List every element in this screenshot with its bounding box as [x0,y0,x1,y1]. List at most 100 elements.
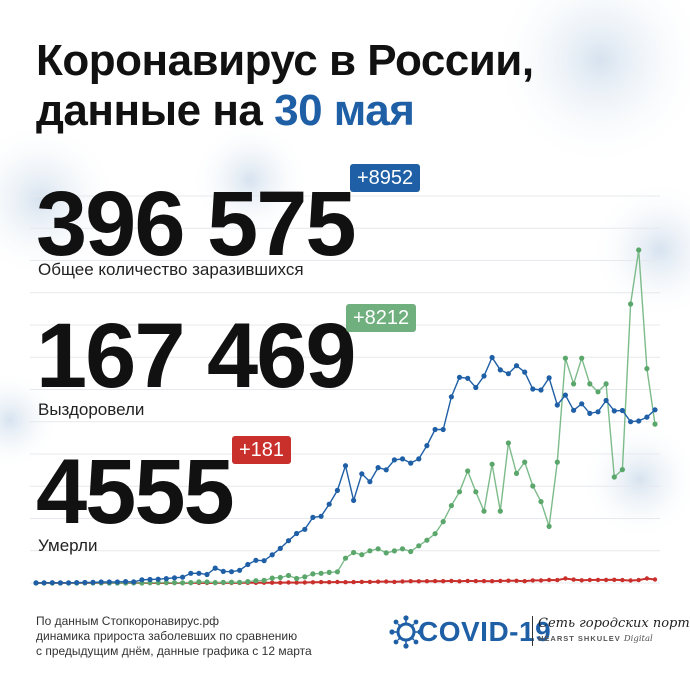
data-point-new_recovered [245,579,251,585]
data-point-new_cases [261,558,267,564]
data-point-new_deaths [465,578,470,584]
data-point-new_recovered [294,575,300,582]
data-point-new_recovered [212,580,218,586]
data-point-new_recovered [562,355,569,361]
data-point-new_deaths [327,580,332,585]
data-point-new_deaths [571,577,576,582]
data-point-new_recovered [188,580,194,586]
data-point-new_recovered [228,579,235,585]
data-point-new_deaths [489,579,495,584]
data-point-new_recovered [391,548,397,554]
data-point-new_cases [383,467,389,473]
data-point-new_recovered [513,470,520,476]
data-point-new_deaths [400,579,405,584]
data-point-new_cases [74,580,80,586]
data-point-new_cases [82,579,88,586]
data-point-new_cases [456,374,463,380]
data-point-new_deaths [644,576,650,581]
data-point-new_cases [579,401,585,407]
data-point-new_recovered [448,503,454,509]
data-point-new_cases [628,419,634,425]
data-point-new_recovered [473,489,479,495]
data-point-new_cases [228,569,235,575]
data-point-new_recovered [310,571,316,577]
source-line-1: По данным Стопкоронавирус.рф [36,614,220,628]
data-point-new_cases [465,375,471,381]
data-point-new_cases [554,402,560,408]
logo-brand: COVID-19 [418,616,552,647]
data-point-new_cases [302,526,308,532]
data-point-new_deaths [424,579,430,584]
data-point-new_deaths [335,579,340,585]
data-point-new_cases [481,373,487,379]
data-point-new_cases [546,375,552,381]
data-point-new_deaths [375,579,381,584]
title-line-2-prefix: данные на [36,86,275,135]
data-point-new_deaths [522,579,527,584]
data-point-new_recovered [522,459,528,465]
data-point-new_cases [432,426,438,433]
data-point-new_recovered [465,468,471,474]
data-point-new_recovered [359,552,365,558]
data-point-new_recovered [497,508,503,514]
data-point-new_recovered [326,569,332,576]
data-point-new_cases [497,367,503,373]
page-title: Коронавирус в России, данные на 30 мая [36,36,534,136]
data-point-new_recovered [489,461,495,467]
data-point-new_cases [530,386,536,392]
data-point-new_deaths [546,577,552,583]
data-point-new_deaths [449,578,454,584]
data-point-new_cases [171,575,178,581]
data-point-new_deaths [351,579,356,585]
data-point-new_cases [611,408,617,414]
data-point-new_deaths [441,579,446,584]
data-point-new_deaths [481,578,487,584]
data-point-new_deaths [278,580,283,585]
data-point-new_deaths [612,577,617,582]
data-point-new_recovered [277,574,283,581]
data-point-new_recovered [204,579,210,585]
data-point-new_deaths [538,578,544,583]
data-point-new_recovered [269,575,275,581]
chart-grid [30,195,660,584]
data-point-new_cases [123,579,129,585]
deaths-value: 4555 [36,441,235,543]
data-point-new_deaths [318,579,324,585]
logo-partner: Сеть городских порталов [538,616,690,631]
data-point-new_cases [237,567,243,573]
data-point-new_cases [538,387,544,393]
data-point-new_cases [204,571,210,578]
data-point-new_cases [196,570,202,576]
data-point-new_cases [424,443,430,449]
data-point-new_cases [90,579,96,586]
data-point-new_cases [367,479,373,485]
data-point-new_cases [147,576,153,583]
data-point-new_deaths [587,577,592,583]
data-point-new_recovered [196,579,202,585]
data-point-new_deaths [286,580,291,585]
data-point-new_cases [562,392,569,398]
data-point-new_recovered [171,580,178,586]
data-point-new_cases [619,407,626,414]
data-point-new_recovered [285,572,292,579]
data-point-new_cases [505,371,511,377]
total-cases-label: Общее количество заразившихся [38,260,304,279]
data-point-new_cases [587,410,593,416]
data-point-new_cases [310,514,316,521]
data-point-new_recovered [571,381,577,387]
data-point-new_cases [98,579,104,585]
data-point-new_recovered [546,523,552,530]
data-point-new_deaths [270,580,275,585]
source-line-3: с предыдущим днём, данные графика с 12 м… [36,644,312,658]
data-point-new_recovered [456,489,463,495]
data-point-new_cases [131,579,137,585]
deaths-delta-badge: +181 [232,436,292,464]
data-point-new_recovered [481,508,487,514]
data-point-new_deaths [620,577,625,583]
data-point-new_deaths [514,578,519,583]
data-point-new_cases [334,487,340,493]
data-point-new_recovered [351,549,357,556]
data-point-new_recovered [375,546,381,552]
